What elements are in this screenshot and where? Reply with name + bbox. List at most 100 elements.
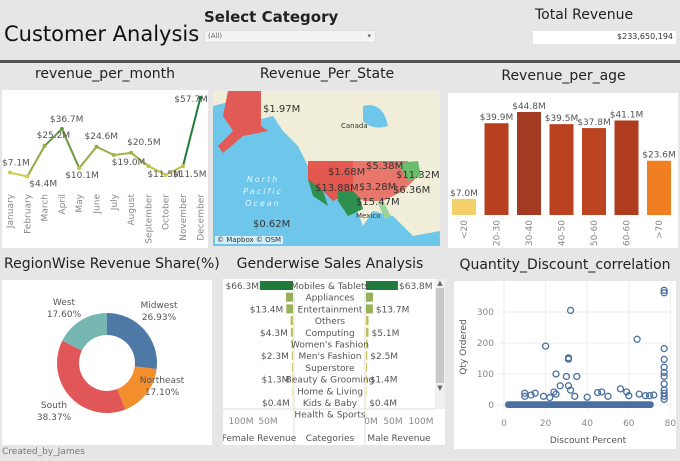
month-tick-label: October (162, 194, 172, 230)
donut-slice-south (57, 340, 126, 413)
total-revenue-label: Total Revenue (535, 7, 634, 23)
female-value-label: $1.3M (262, 376, 290, 386)
x-tick-label: 40 (581, 419, 593, 429)
line-segment (78, 146, 98, 169)
data-label: $36.7M (50, 115, 84, 125)
female-bar (292, 374, 293, 384)
age-tick-label: 40-50 (558, 220, 568, 246)
line-segment (130, 152, 150, 167)
month-tick-label: March (41, 194, 51, 221)
scrollbar-thumb[interactable] (436, 288, 444, 383)
male-bar (366, 351, 368, 361)
us-texas (338, 191, 363, 216)
age-bar (452, 198, 476, 215)
donut-slice-west (62, 313, 107, 351)
scatter-point (531, 389, 539, 397)
us-northeast (398, 161, 421, 181)
slice-name: West (53, 298, 76, 308)
scatter-point (645, 392, 654, 400)
data-label: $25.2M (37, 131, 71, 141)
slice-name: Midwest (140, 301, 178, 311)
age-tick-label: >70 (655, 220, 665, 239)
category-label: Others (315, 317, 346, 327)
scatter-point (660, 380, 668, 388)
category-label: Computing (305, 329, 354, 339)
category-label: Women's Fashion (291, 341, 369, 351)
state-label: $5.38M (366, 161, 404, 172)
age-bar (647, 160, 671, 215)
month-tick-label: December (196, 194, 206, 241)
age-chart-panel: $7.0M <20 $39.9M 20-30 $44.8M 30-40 $39.5M 40-5… (448, 93, 678, 248)
age-bar (549, 124, 574, 215)
dashboard-title: Customer Analysis (4, 22, 200, 46)
data-label: $57.7M (174, 95, 208, 105)
male-bar (366, 281, 398, 290)
scatter-chart-panel: 0 100 200 300 0 20 40 60 80 Discount Percent Qty O… (454, 281, 676, 449)
male-axis-tick: 0M (364, 417, 378, 427)
data-label: $39.9M (480, 113, 514, 123)
scatter-point (641, 392, 650, 400)
data-point (77, 166, 82, 171)
scatter-point (660, 289, 668, 297)
scatter-point (521, 392, 529, 400)
male-bar (366, 362, 367, 372)
us-east (353, 161, 418, 201)
dense-point-cluster (505, 401, 654, 408)
map-svg (213, 91, 440, 236)
male-value-label: $1.4M (370, 376, 398, 386)
slice-percent: 38.37% (37, 413, 72, 423)
month-tick-label: July (110, 193, 120, 211)
scatter-point (562, 372, 571, 381)
scatter-point (573, 372, 581, 381)
map-label-canada: Canada (341, 122, 368, 130)
scatter-point (660, 344, 668, 353)
slice-name: South (41, 401, 67, 411)
data-label: $4.4M (29, 180, 57, 190)
female-bar (292, 386, 293, 396)
alaska-region (218, 91, 268, 153)
month-chart-title: revenue_per_month (34, 66, 175, 82)
male-axis-tick: 50M (383, 417, 402, 427)
scatter-point (660, 395, 668, 404)
data-point (42, 143, 47, 148)
state-label: $0.62M (253, 219, 291, 230)
female-value-label: $2.3M (261, 352, 289, 362)
data-label: $44.8M (512, 102, 546, 112)
scatter-point (660, 355, 668, 364)
data-label: $41.1M (610, 110, 644, 120)
line-segment (113, 151, 132, 157)
y-tick-label: 300 (477, 308, 494, 318)
us-florida (378, 201, 391, 219)
line-segment (43, 128, 63, 147)
map-attribution[interactable]: © Mapbox © OSM (215, 236, 284, 244)
scatter-point (552, 370, 560, 378)
chevron-down-icon: ▾ (367, 32, 371, 40)
map-label-ocean: North Pacific Ocean (243, 175, 283, 208)
male-value-label: $5.1M (372, 329, 400, 339)
data-point (163, 172, 168, 177)
female-value-label: $13.4M (250, 305, 284, 315)
data-point (8, 170, 12, 175)
data-label: $24.6M (85, 132, 119, 142)
data-point (146, 164, 151, 169)
data-point (198, 96, 203, 100)
state-label: $11.32M (396, 170, 440, 181)
state-label: $13.88M (315, 183, 359, 194)
state-label: $1.68M (328, 167, 366, 178)
scrollbar[interactable]: ▲ ▼ (435, 279, 445, 409)
scatter-point (550, 388, 558, 396)
male-bar (366, 374, 367, 384)
lake-hudson (363, 105, 388, 128)
state-map-panel[interactable]: Canada North Pacific Ocean Mexico $1.97M… (213, 91, 440, 246)
month-tick-label: September (144, 194, 154, 244)
donut-slice-midwest (107, 313, 157, 370)
x-tick-label: 20 (540, 419, 552, 429)
x-tick-label: 0 (501, 419, 507, 429)
scatter-point (566, 386, 575, 394)
scroll-up-icon[interactable]: ▲ (437, 279, 443, 287)
scroll-down-icon[interactable]: ▼ (437, 384, 443, 392)
male-value-label: $0.4M (369, 399, 397, 409)
category-filter-dropdown[interactable]: (All) ▾ (204, 30, 376, 43)
categories-header: Categories (306, 434, 355, 444)
female-bar (290, 316, 293, 326)
